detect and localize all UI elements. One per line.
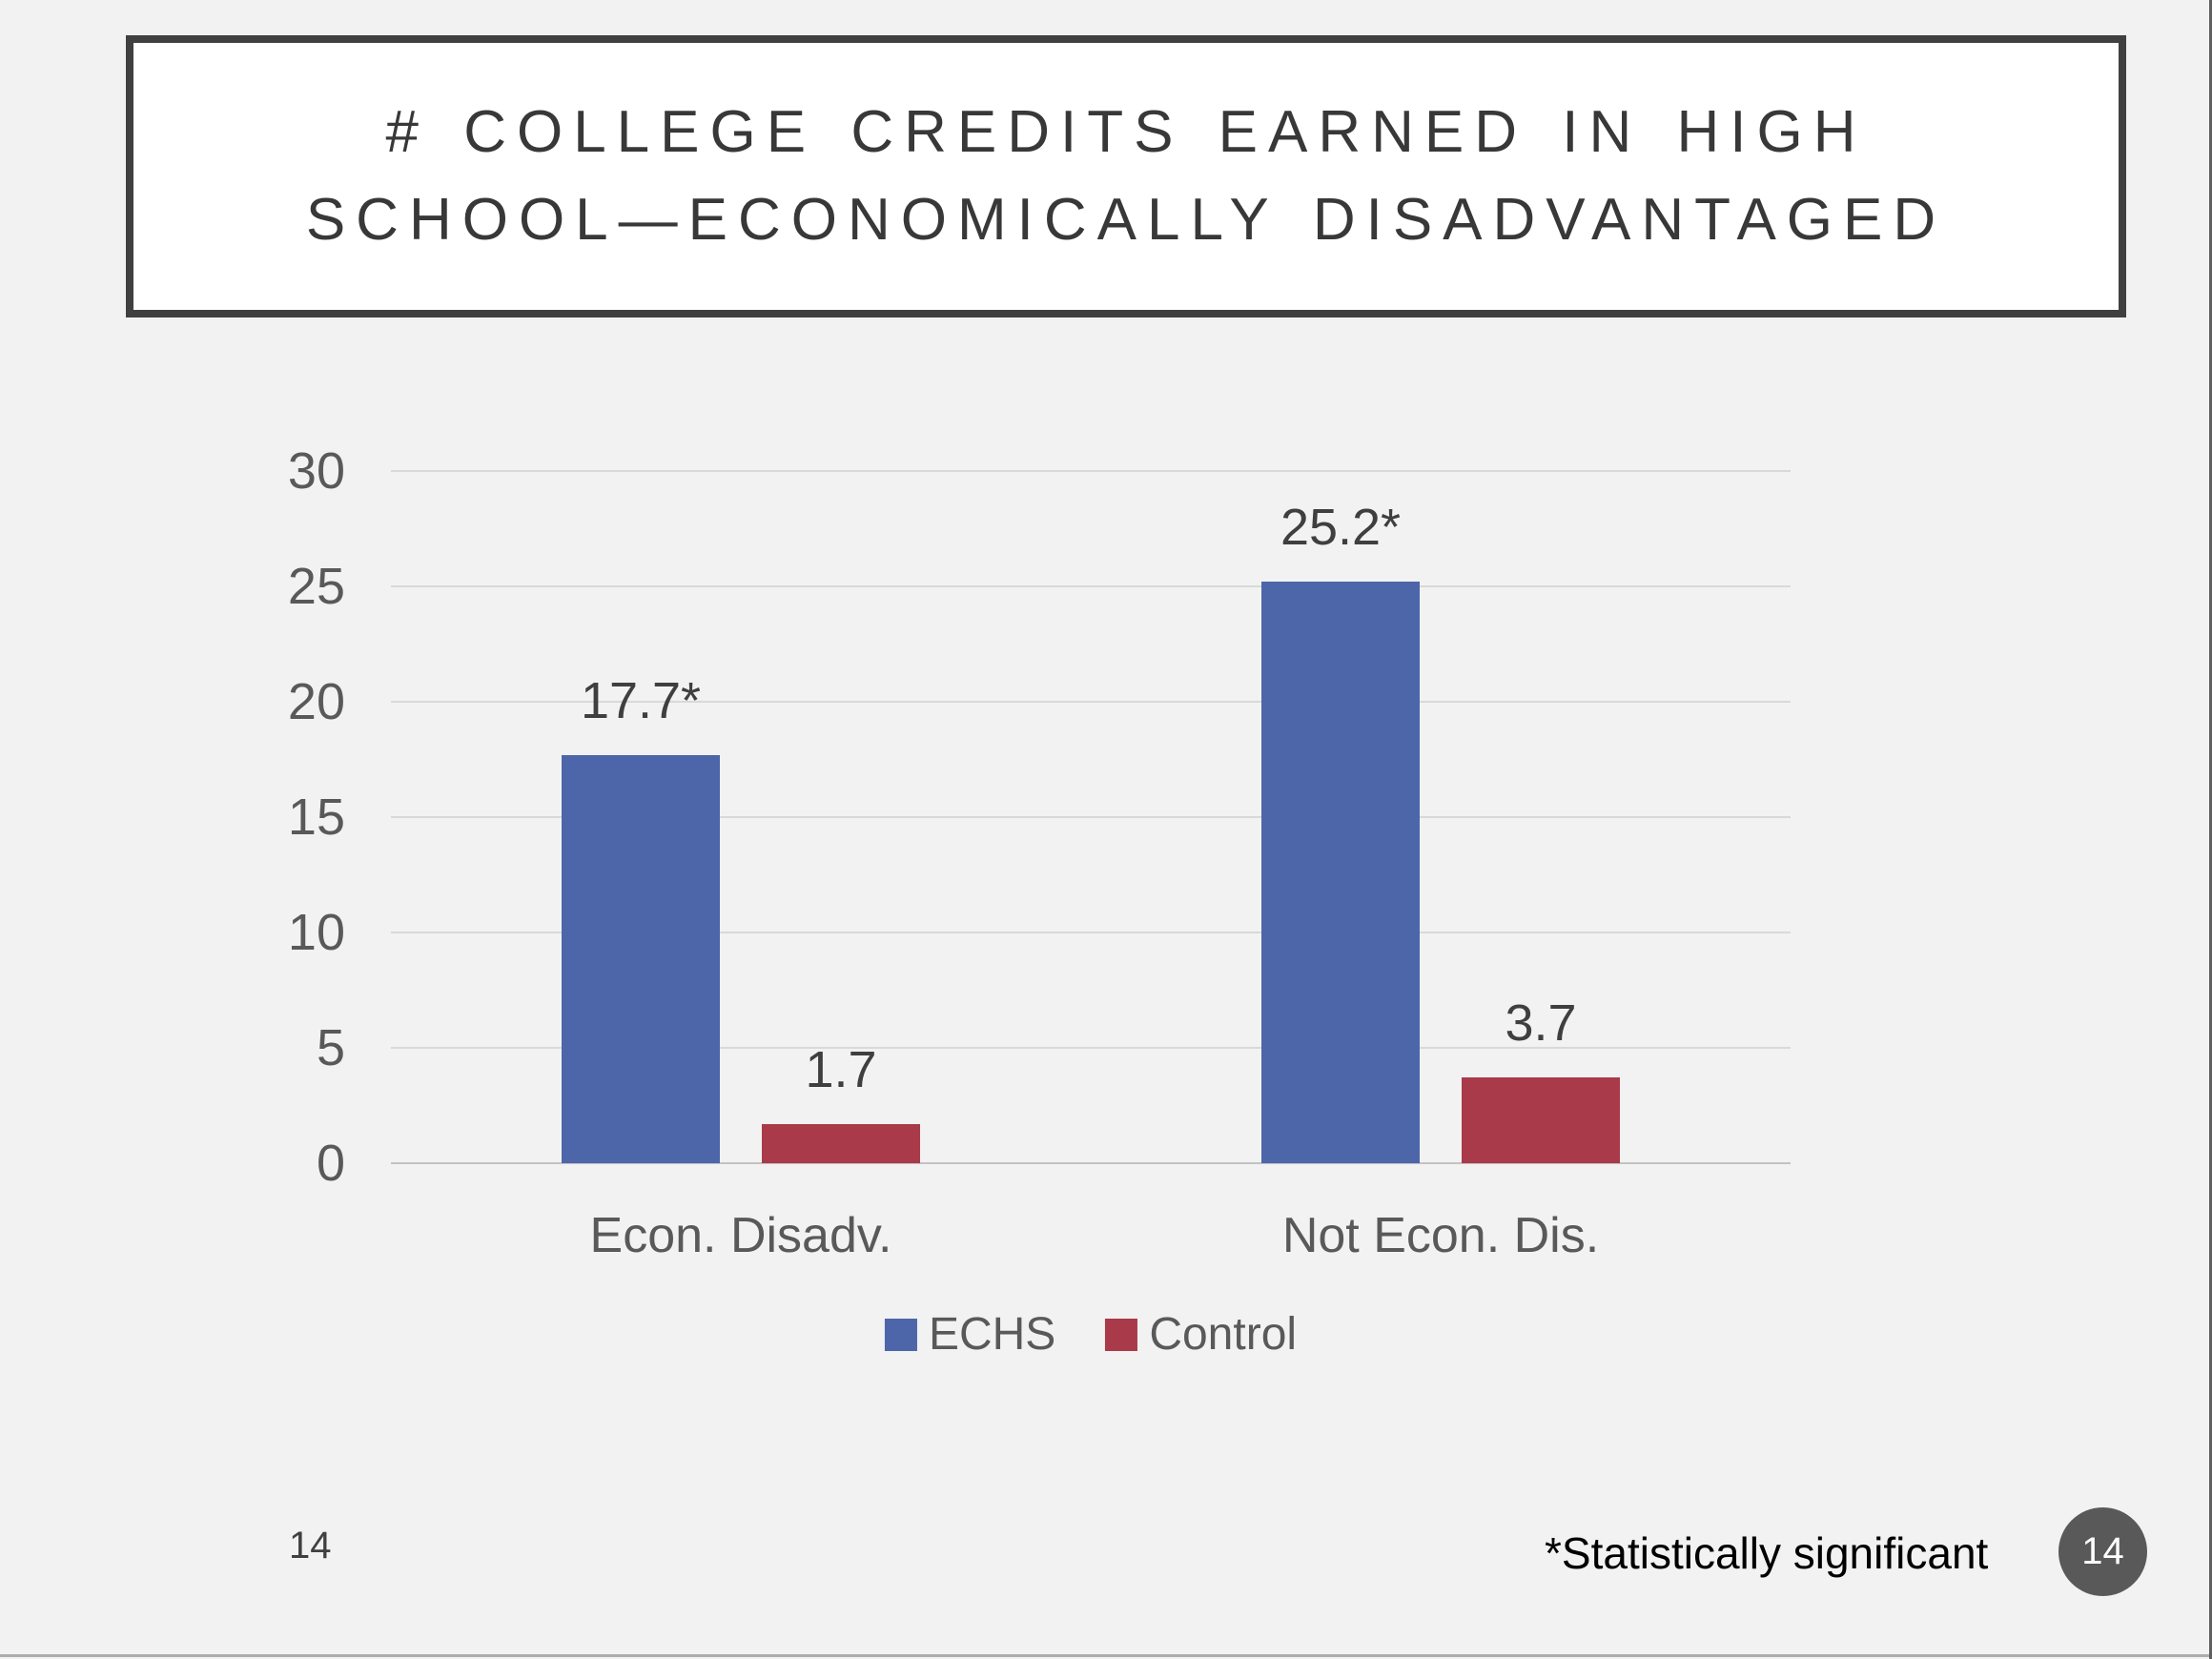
slide-title-box: # COLLEGE CREDITS EARNED IN HIGH SCHOOL—… [126,35,2126,317]
gridline-25 [391,585,1791,587]
legend-swatch-control-icon [1105,1318,1138,1351]
data-label-echs-1: 17.7* [580,671,702,729]
y-axis-tick-label-20: 20 [287,673,345,730]
legend-item-control: Control [1105,1308,1297,1361]
data-label-control-2: 3.7 [1505,994,1577,1053]
page-number-left: 14 [289,1525,332,1567]
slide-title-line-1: # COLLEGE CREDITS EARNED IN HIGH [385,99,1867,165]
gridline-10 [391,932,1791,933]
screenshot-bottom-edge [0,1654,2212,1657]
y-axis-tick-label-15: 15 [287,789,345,846]
data-label-echs-2: 25.2* [1280,499,1402,557]
y-axis-tick-label-10: 10 [287,904,345,961]
gridline-30 [391,470,1791,472]
chart-legend: ECHS Control [884,1308,1297,1361]
gridline-5 [391,1047,1791,1049]
bar-echs-1 [562,754,720,1163]
bar-echs-2 [1261,582,1420,1163]
legend-swatch-echs-icon [884,1318,917,1351]
legend-item-echs: ECHS [884,1308,1056,1361]
x-axis-category-label-2: Not Econ. Dis. [1281,1208,1600,1263]
x-axis-line [391,1162,1791,1164]
slide-number-badge-text: 14 [2081,1530,2124,1572]
gridline-15 [391,816,1791,818]
y-axis-tick-label-0: 0 [316,1135,345,1192]
gridline-20 [391,701,1791,703]
slide-title-line-2: SCHOOL—ECONOMICALLY DISADVANTAGED [305,187,1947,253]
y-axis-tick-label-5: 5 [316,1019,345,1076]
data-label-control-1: 1.7 [805,1040,877,1098]
y-axis-tick-label-30: 30 [287,442,345,500]
legend-label-control: Control [1149,1309,1298,1360]
x-axis-category-label-1: Econ. Disadv. [589,1208,892,1263]
statistical-significance-note: *Statistically significant [1545,1528,1989,1578]
bar-control-1 [762,1123,920,1163]
legend-label-echs: ECHS [928,1309,1056,1360]
y-axis-tick-label-25: 25 [287,558,345,615]
slide-number-badge: 14 [2058,1507,2147,1596]
screenshot-right-edge [2209,0,2212,1659]
bar-control-2 [1462,1077,1620,1163]
